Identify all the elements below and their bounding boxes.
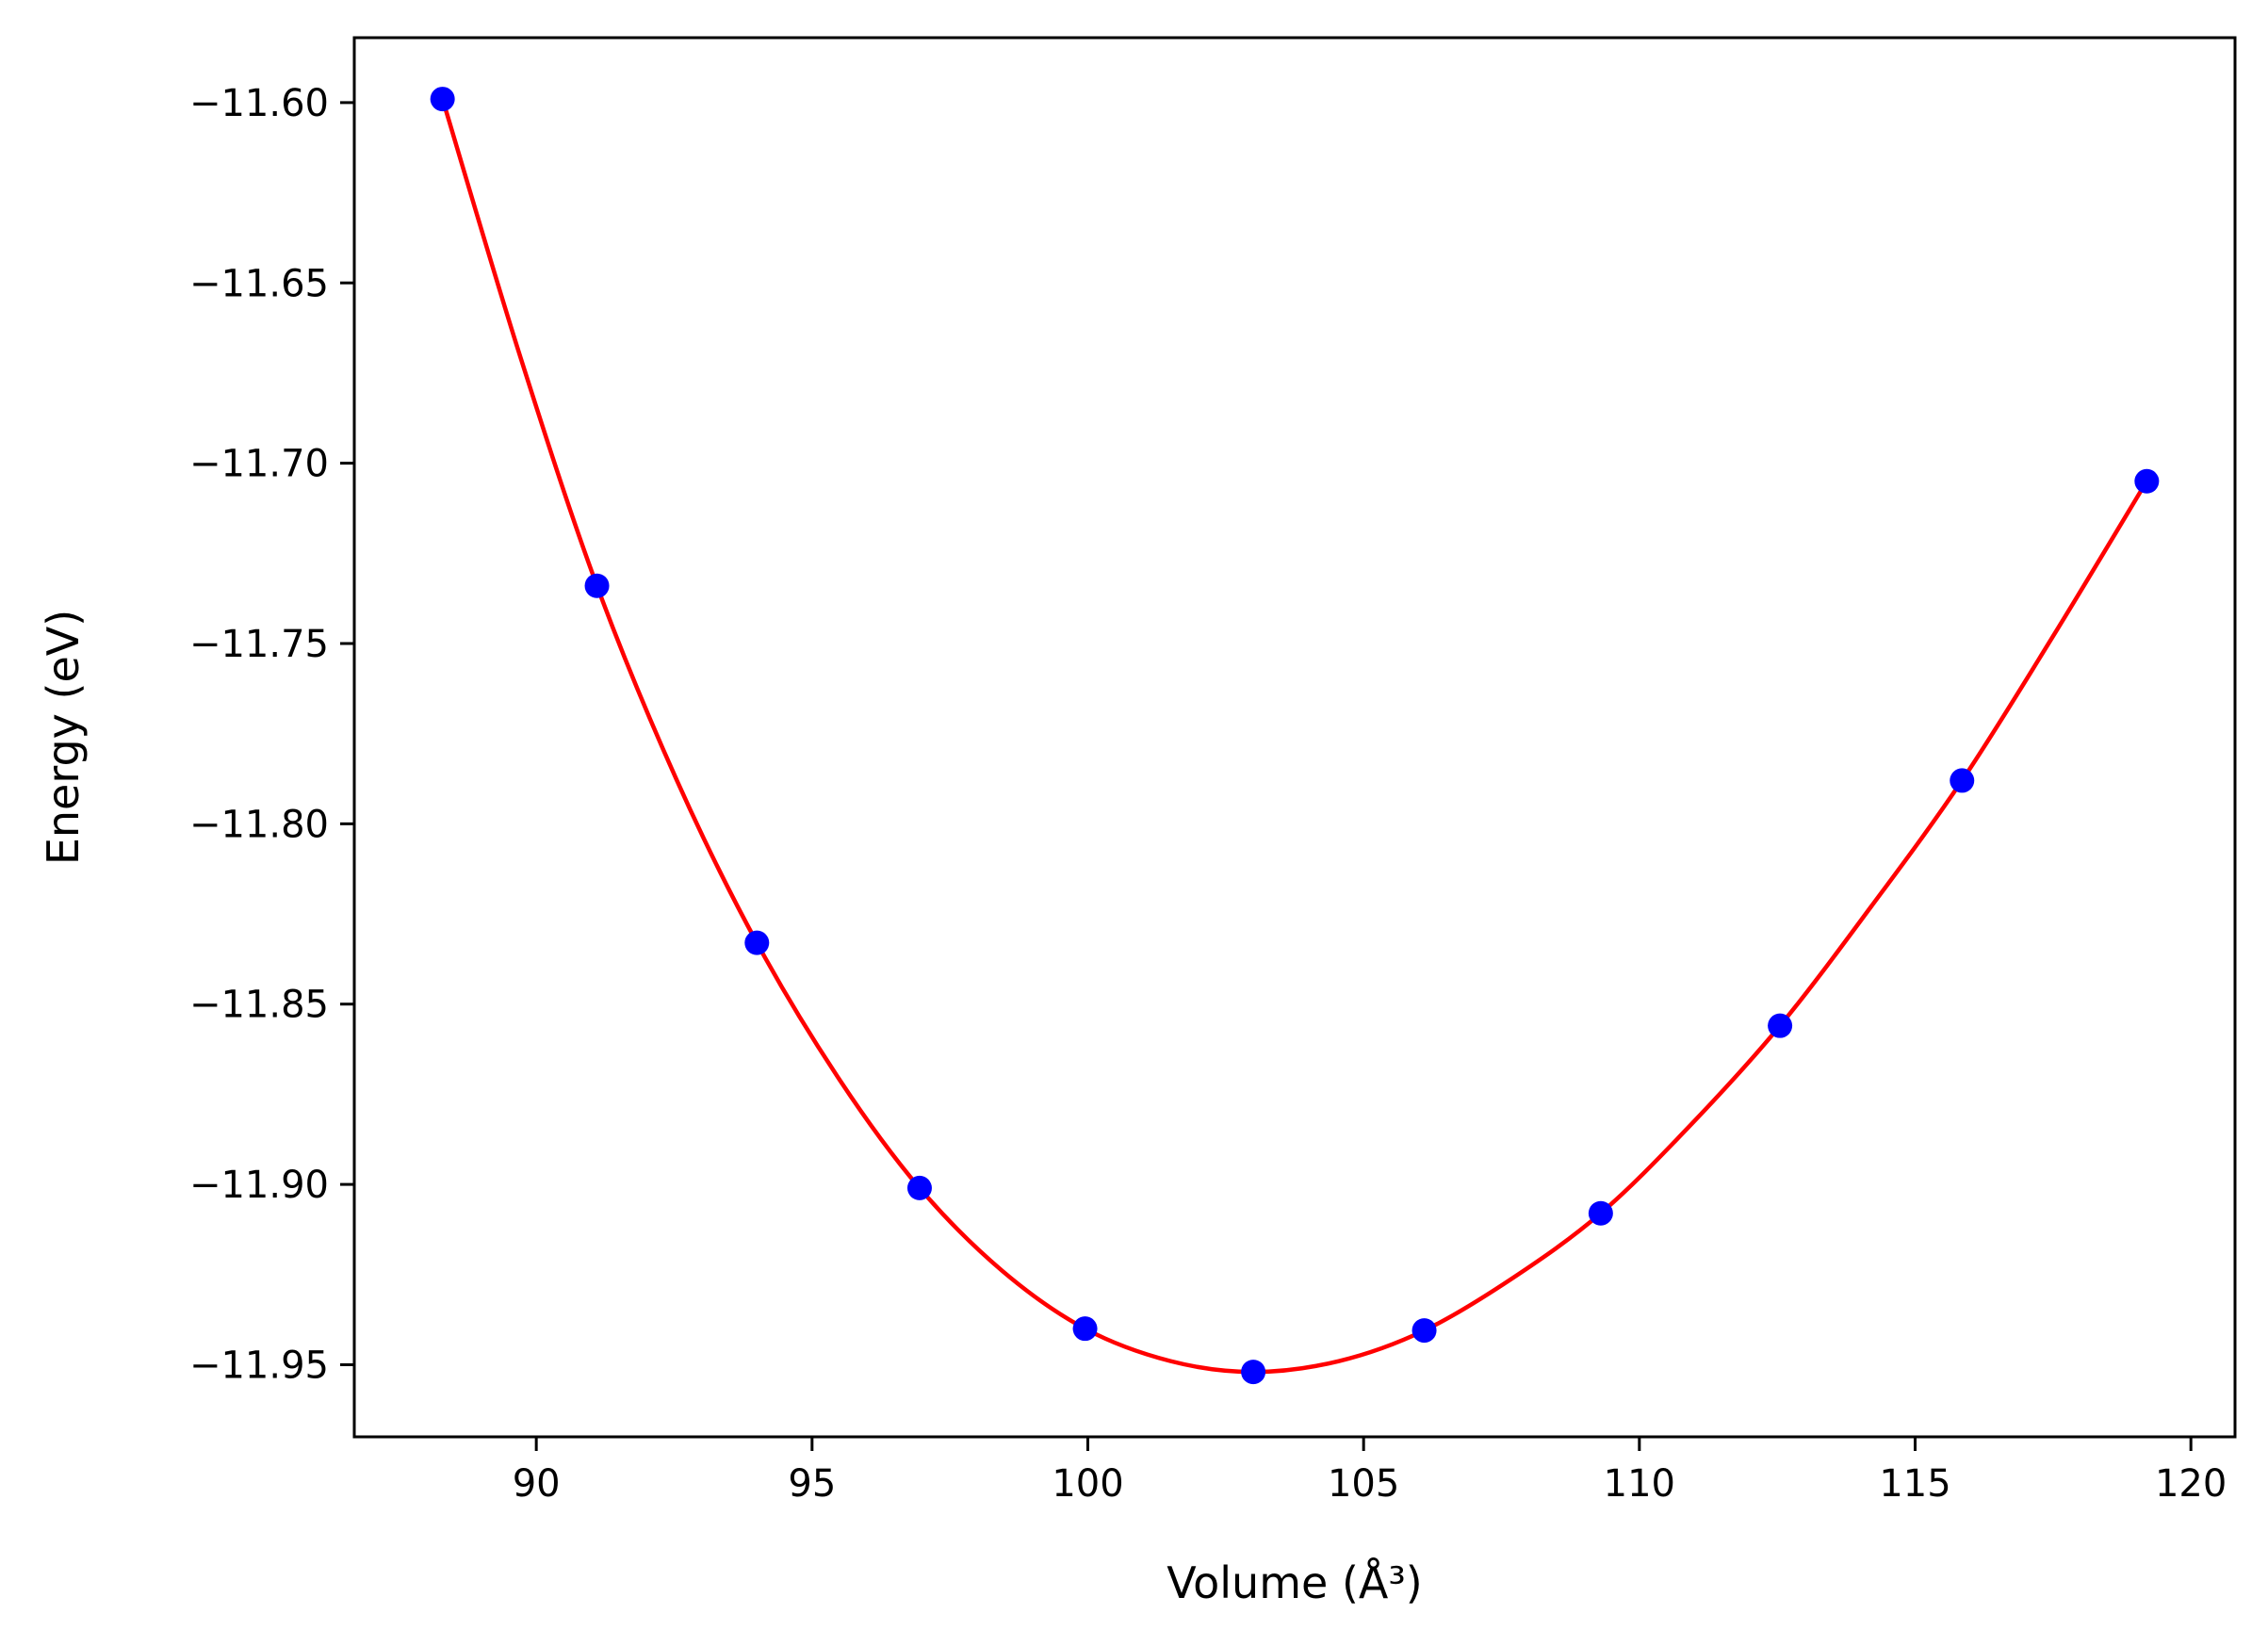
axes-frame <box>352 36 2237 1439</box>
y-tick-label: −11.70 <box>189 443 329 486</box>
y-tick-label: −11.90 <box>189 1164 329 1207</box>
y-tick-label: −11.95 <box>189 1344 329 1387</box>
x-tick-label: 110 <box>1604 1462 1675 1506</box>
data-point <box>1411 1318 1437 1344</box>
data-point <box>744 930 770 955</box>
y-tick-label: −11.75 <box>189 623 329 666</box>
x-tick-label: 100 <box>1052 1462 1123 1506</box>
y-tick-label: −11.60 <box>189 82 329 125</box>
y-tick-label: −11.65 <box>189 262 329 305</box>
x-tick-label: 95 <box>788 1462 836 1506</box>
x-tick-label: 90 <box>513 1462 561 1506</box>
data-point <box>584 573 610 598</box>
y-axis-label: Energy (eV) <box>38 610 89 865</box>
x-tick-label: 105 <box>1328 1462 1399 1506</box>
y-tick-label: −11.85 <box>189 984 329 1027</box>
axes-ticks: 90 95 100 105 110 115 120 −11.60 −11.65 −11.70 −11… <box>189 82 2227 1506</box>
data-point <box>1241 1360 1266 1385</box>
x-tick-label: 120 <box>2155 1462 2227 1506</box>
data-point <box>1950 768 1975 793</box>
x-tick-label: 115 <box>1879 1462 1950 1506</box>
y-tick-label: −11.80 <box>189 803 329 846</box>
data-point <box>1768 1013 1793 1038</box>
data-point <box>430 87 455 112</box>
data-point <box>2134 468 2160 494</box>
plot-area <box>430 87 2160 1385</box>
fit-curve <box>440 98 2149 1375</box>
data-point <box>906 1175 932 1200</box>
data-point <box>1072 1316 1098 1342</box>
data-point <box>1588 1200 1613 1226</box>
x-axis-label: Volume (Å³) <box>1167 1557 1423 1608</box>
